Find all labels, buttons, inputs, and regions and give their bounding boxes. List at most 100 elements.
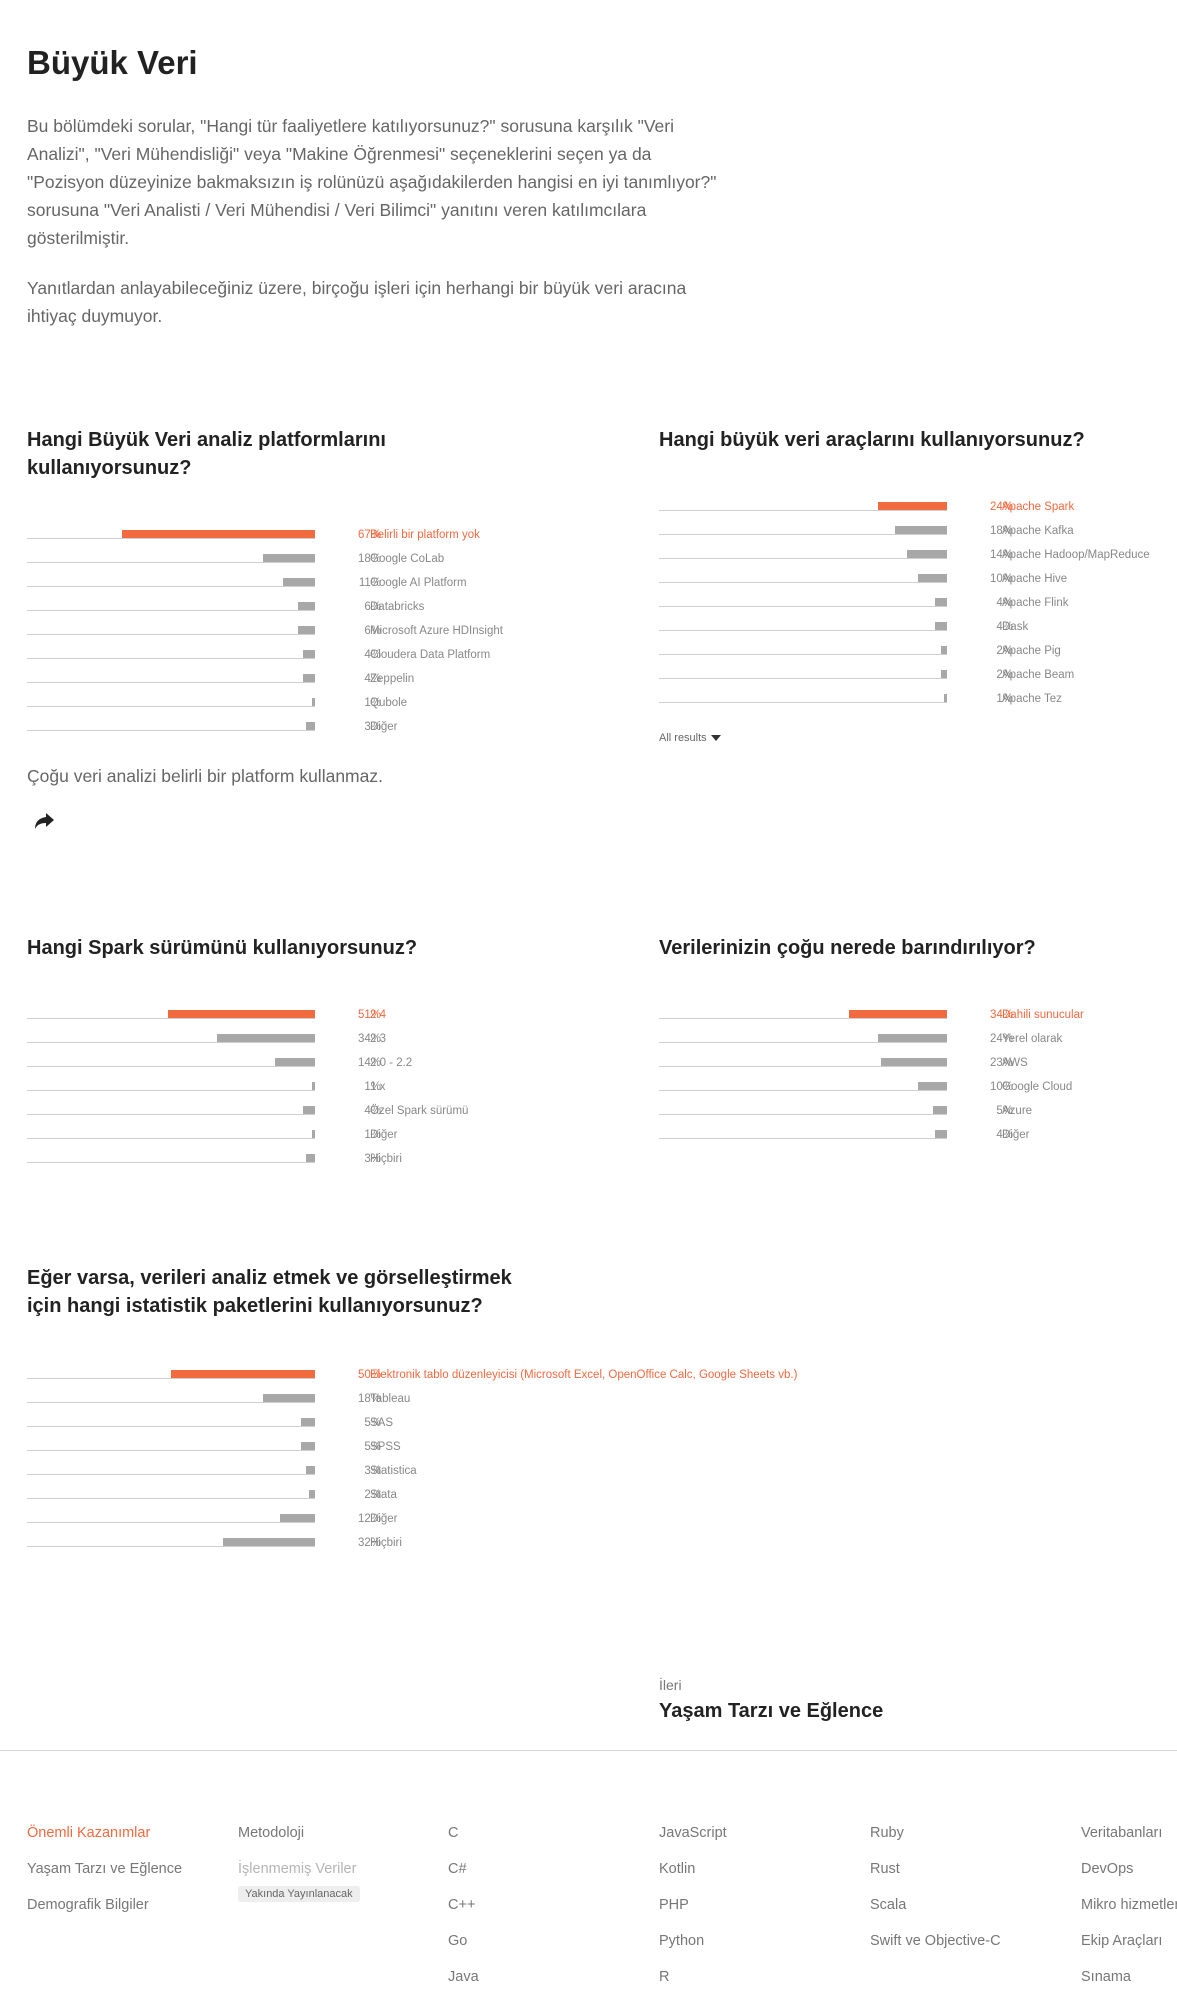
bar-value-label: 1% [996, 693, 1013, 705]
bar-track [27, 1498, 315, 1499]
footer-link[interactable]: Scala [870, 1897, 907, 1913]
bar-track [659, 1090, 947, 1091]
bar-value-label: 34% [989, 1009, 1013, 1021]
bar-area [27, 1436, 315, 1460]
bar-category-label: SPSS [370, 1441, 401, 1453]
footer-link[interactable]: Sınama [1081, 1969, 1131, 1985]
bar [918, 574, 947, 582]
bar-value-label: 6% [364, 601, 381, 613]
bar-area [27, 644, 315, 668]
bar-track [27, 610, 315, 611]
bar-value-label: 18% [357, 1393, 381, 1405]
bar-category-label: Qubole [370, 697, 408, 709]
footer-link[interactable]: Swift ve Objective-C [870, 1933, 1001, 1949]
footer-link[interactable]: Metodoloji [238, 1825, 305, 1841]
footer-link[interactable]: Demografik Bilgiler [27, 1897, 149, 1913]
footer-divider [0, 1750, 1177, 1751]
bar [907, 550, 947, 558]
footer-col-4: JavaScript Kotlin PHP Python R [659, 1822, 727, 2002]
bar-area [27, 1100, 315, 1124]
footer-link[interactable]: C# [448, 1861, 467, 1877]
bar [312, 1082, 315, 1090]
bar-row: 67% Belirli bir platform yok [27, 524, 587, 548]
chart-stats: 50% Elektronik tablo düzenleyicisi (Micro… [27, 1364, 827, 1556]
bar-area [659, 568, 947, 592]
bar-area [27, 620, 315, 644]
bar-row: 50% Elektronik tablo düzenleyicisi (Micro… [27, 1364, 827, 1388]
platforms-note: Çoğu veri analizi belirli bir platform k… [27, 766, 383, 786]
footer-link[interactable]: C [448, 1825, 459, 1841]
bar-value-label: 10% [989, 573, 1013, 585]
footer-link[interactable]: Ruby [870, 1825, 904, 1841]
footer-link[interactable]: Yaşam Tarzı ve Eğlence [27, 1861, 183, 1877]
share-arrow-icon[interactable] [32, 808, 56, 832]
bar-area [659, 640, 947, 664]
bar-value-label: 32% [357, 1537, 381, 1549]
bar [895, 526, 947, 534]
bar-category-label: Apache Hive [1002, 573, 1068, 585]
bar-value-label: 3% [364, 1153, 381, 1165]
bar-track [659, 606, 947, 607]
footer-link[interactable]: PHP [659, 1897, 689, 1913]
footer-link[interactable]: Ekip Araçları [1081, 1933, 1163, 1949]
bar-value-label: 4% [364, 673, 381, 685]
bar-row: 12% Diğer [27, 1508, 827, 1532]
bar-category-label: Belirli bir platform yok [370, 529, 480, 541]
bar-row: 1% Qubole [27, 692, 587, 716]
chart-tools: 24% Apache Spark 18% Apache Kafka 14% Apache … [659, 496, 1177, 712]
footer-link[interactable]: Go [448, 1933, 468, 1949]
bar-track [659, 534, 947, 535]
footer-link[interactable]: Java [448, 1969, 479, 1985]
footer-link[interactable]: Mikro hizmetler [1081, 1897, 1177, 1913]
coming-soon-badge: Yakında Yayınlanacak [238, 1886, 360, 1902]
bar-track [659, 654, 947, 655]
bar-category-label: Hiçbiri [370, 1537, 402, 1549]
footer-link[interactable]: Python [659, 1933, 705, 1949]
footer-link[interactable]: Önemli Kazanımlar [27, 1825, 151, 1841]
bar-row: 1% 1.x [27, 1076, 587, 1100]
bar-area [27, 1124, 315, 1148]
bar-area [659, 1004, 947, 1028]
bar [298, 626, 315, 634]
bar-area [659, 1124, 947, 1148]
bar [298, 602, 315, 610]
footer-link[interactable]: Kotlin [659, 1861, 696, 1877]
bar-category-label: Apache Tez [1002, 693, 1062, 705]
bar-row: 1% Apache Tez [659, 688, 1177, 712]
bar-value-label: 18% [357, 553, 381, 565]
bar-track [27, 1066, 315, 1067]
bar-area [27, 1148, 315, 1172]
bar-row: 5% SPSS [27, 1436, 827, 1460]
bar-value-label: 4% [364, 1105, 381, 1117]
bar-track [27, 562, 315, 563]
bar-row: 3% Diğer [27, 716, 587, 740]
all-results-toggle[interactable]: All results [659, 732, 721, 744]
bar-area [27, 1508, 315, 1532]
bar [309, 1490, 315, 1498]
bar-track [659, 678, 947, 679]
bar-track [659, 1114, 947, 1115]
next-section-link[interactable]: Yaşam Tarzı ve Eğlence [659, 1700, 884, 1722]
bar [935, 1130, 947, 1138]
footer-link[interactable]: Rust [870, 1861, 900, 1877]
bar-category-label: Dask [1002, 621, 1029, 633]
footer-link[interactable]: Veritabanları [1081, 1825, 1163, 1841]
bar-area [659, 1076, 947, 1100]
footer-link[interactable]: JavaScript [659, 1825, 727, 1841]
bar-area [659, 544, 947, 568]
footer-link[interactable]: R [659, 1969, 670, 1985]
bar-value-label: 10% [989, 1081, 1013, 1093]
bar [263, 554, 315, 562]
footer-link[interactable]: DevOps [1081, 1861, 1134, 1877]
bar-area [659, 496, 947, 520]
bar-category-label: Elektronik tablo düzenleyicisi (Microsof… [370, 1369, 798, 1381]
chart-platforms: 67% Belirli bir platform yok 18% Google CoL… [27, 524, 587, 740]
bar-track [27, 706, 315, 707]
bar-category-label: AWS [1002, 1057, 1028, 1069]
bar-row: 2% Stata [27, 1484, 827, 1508]
bar-category-label: Google AI Platform [370, 577, 467, 589]
footer-link[interactable]: C++ [448, 1897, 476, 1913]
bar-category-label: Özel Spark sürümü [370, 1105, 469, 1117]
bar-value-label: 5% [364, 1417, 381, 1429]
bar-row: 3% Statistica [27, 1460, 827, 1484]
